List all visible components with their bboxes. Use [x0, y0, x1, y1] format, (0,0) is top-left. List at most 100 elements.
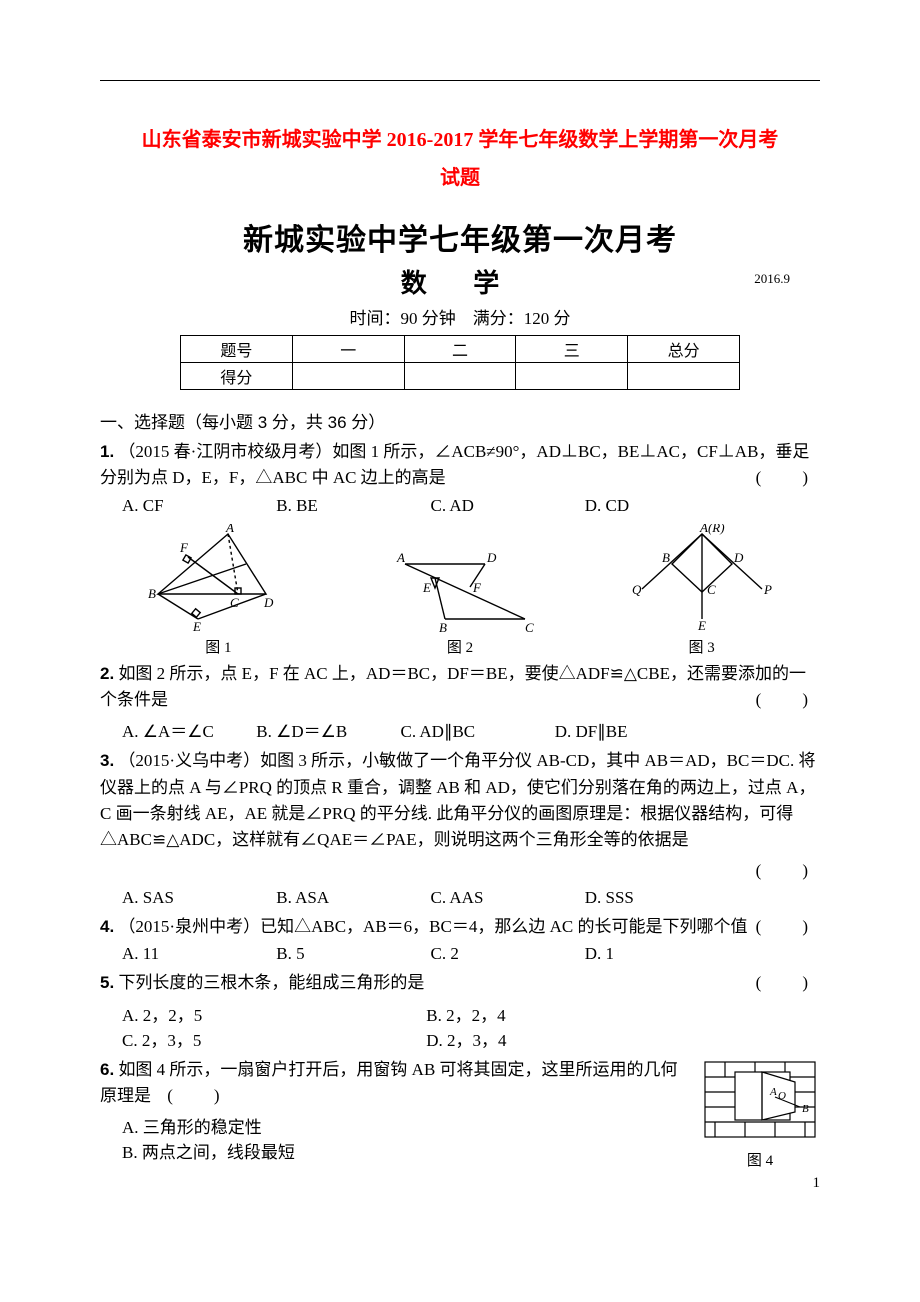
page: 山东省泰安市新城实验中学 2016-2017 学年七年级数学上学期第一次月考 试… [0, 0, 920, 1210]
fig4-svg: A O B [700, 1057, 820, 1147]
q4-optC: C. 2 [431, 944, 581, 964]
q6-text-col: 6. 如图 4 所示，一扇窗户打开后，用窗钩 AB 可将其固定，这里所运用的几何… [100, 1057, 688, 1170]
q5-optC: C. 2，3，5 [122, 1026, 422, 1051]
top-rule [100, 80, 820, 81]
fig4-wrap: A O B 图 4 [700, 1057, 820, 1170]
q1-optC: C. AD [431, 496, 581, 516]
q2: 2. 如图 2 所示，点 E，F 在 AC 上，AD＝BC，DF＝BE，要使△A… [100, 661, 820, 714]
time-line: 时间：90 分钟 满分：120 分 [100, 304, 820, 329]
svg-text:Q: Q [632, 582, 642, 597]
page-number: 1 [813, 1175, 821, 1192]
svg-text:C: C [230, 595, 239, 610]
q2-optD: D. DF∥BE [555, 722, 705, 742]
fig3-svg: A(R) B D Q P C E [622, 524, 782, 634]
svg-text:E: E [192, 619, 201, 634]
q3: 3. （2015·义乌中考）如图 3 所示，小敏做了一个角平分仪 AB-CD，其… [100, 748, 820, 853]
fig2-wrap: A D E F B C 图 2 [375, 544, 545, 657]
q6-opts: A. 三角形的稳定性 B. 两点之间，线段最短 [100, 1113, 688, 1163]
score-h0: 题号 [181, 336, 293, 363]
svg-text:F: F [179, 540, 189, 555]
q3-optC: C. AAS [431, 888, 581, 908]
q6-optA: A. 三角形的稳定性 [122, 1113, 688, 1138]
fig3-label: 图 3 [622, 636, 782, 657]
q4-text: （2015·泉州中考）已知△ABC，AB＝6，BC＝4，那么边 AC 的长可能是… [118, 917, 747, 936]
q5: 5. 下列长度的三根木条，能组成三角形的是 ( ) [100, 970, 820, 996]
subject-label: 数 学 [401, 269, 520, 298]
svg-text:B: B [439, 620, 447, 634]
score-row-values: 得分 [181, 363, 740, 390]
q4-optB: B. 5 [276, 944, 426, 964]
svg-text:C: C [707, 582, 716, 597]
svg-text:F: F [472, 580, 482, 595]
q5-paren: ( ) [756, 970, 820, 996]
q2-optA: A. ∠A＝∠C [122, 717, 252, 742]
fig1-label: 图 1 [138, 636, 298, 657]
svg-text:B: B [802, 1103, 809, 1115]
fig4-label: 图 4 [700, 1149, 820, 1170]
red-title-line2: 试题 [100, 159, 820, 197]
q5-optD: D. 2，3，4 [426, 1026, 626, 1051]
score-v0: 得分 [181, 363, 293, 390]
q3-num: 3. [100, 751, 114, 770]
score-v1 [292, 363, 404, 390]
q5-opts: A. 2，2，5 B. 2，2，4 C. 2，3，5 D. 2，3，4 [100, 1001, 820, 1051]
score-v2 [404, 363, 516, 390]
q5-optA: A. 2，2，5 [122, 1001, 422, 1026]
fig2-svg: A D E F B C [375, 544, 545, 634]
score-h1: 一 [292, 336, 404, 363]
exam-date: 2016.9 [754, 271, 790, 287]
red-title-line1: 山东省泰安市新城实验中学 2016-2017 学年七年级数学上学期第一次月考 [100, 121, 820, 159]
q6-num: 6. [100, 1060, 114, 1079]
q3-opts: A. SAS B. ASA C. AAS D. SSS [100, 888, 820, 908]
svg-text:D: D [733, 550, 744, 565]
q6: 6. 如图 4 所示，一扇窗户打开后，用窗钩 AB 可将其固定，这里所运用的几何… [100, 1057, 688, 1110]
q5-text: 下列长度的三根木条，能组成三角形的是 [118, 973, 424, 992]
q1-text: （2015 春·江阴市校级月考）如图 1 所示，∠ACB≠90°，AD⊥BC，B… [100, 442, 809, 487]
subject-row: 数 学 2016.9 [100, 263, 820, 300]
figure-row: A F B C D E 图 1 [100, 524, 820, 657]
q3-optD: D. SSS [585, 888, 735, 908]
svg-text:A: A [225, 524, 234, 535]
q6-optB: B. 两点之间，线段最短 [122, 1138, 688, 1163]
score-h3: 三 [516, 336, 628, 363]
score-row-header: 题号 一 二 三 总分 [181, 336, 740, 363]
score-h4: 总分 [628, 336, 740, 363]
svg-text:B: B [662, 550, 670, 565]
svg-text:B: B [148, 586, 156, 601]
fig1-svg: A F B C D E [138, 524, 298, 634]
svg-text:D: D [263, 595, 274, 610]
q4-opts: A. 11 B. 5 C. 2 D. 1 [100, 944, 820, 964]
score-table: 题号 一 二 三 总分 得分 [180, 335, 740, 390]
q4-optA: A. 11 [122, 944, 272, 964]
q1-num: 1. [100, 442, 114, 461]
q1-optD: D. CD [585, 496, 735, 516]
q2-text: 如图 2 所示，点 E，F 在 AC 上，AD＝BC，DF＝BE，要使△ADF≌… [100, 664, 806, 709]
q4-paren: ( ) [756, 914, 820, 940]
score-v3 [516, 363, 628, 390]
q1-optA: A. CF [122, 496, 272, 516]
q3-optA: A. SAS [122, 888, 272, 908]
score-h2: 二 [404, 336, 516, 363]
svg-text:D: D [486, 550, 497, 565]
fig2-label: 图 2 [375, 636, 545, 657]
q1-optB: B. BE [276, 496, 426, 516]
score-v4 [628, 363, 740, 390]
svg-text:A: A [769, 1086, 777, 1098]
svg-text:O: O [778, 1090, 786, 1102]
svg-text:C: C [525, 620, 534, 634]
q1: 1. （2015 春·江阴市校级月考）如图 1 所示，∠ACB≠90°，AD⊥B… [100, 439, 820, 492]
q4-optD: D. 1 [585, 944, 735, 964]
q1-paren: ( ) [756, 465, 820, 491]
q2-num: 2. [100, 664, 114, 683]
exam-big-title: 新城实验中学七年级第一次月考 [100, 215, 820, 259]
svg-text:P: P [763, 582, 772, 597]
q6-row: 6. 如图 4 所示，一扇窗户打开后，用窗钩 AB 可将其固定，这里所运用的几何… [100, 1057, 820, 1170]
fig1-wrap: A F B C D E 图 1 [138, 524, 298, 657]
q3-paren-row: ( ) [100, 858, 820, 884]
q5-num: 5. [100, 973, 114, 992]
q3-optB: B. ASA [276, 888, 426, 908]
q5-optB: B. 2，2，4 [426, 1001, 626, 1026]
svg-text:E: E [422, 580, 431, 595]
section1-title: 一、选择题（每小题 3 分，共 36 分） [100, 408, 820, 433]
q2-paren: ( ) [756, 687, 820, 713]
